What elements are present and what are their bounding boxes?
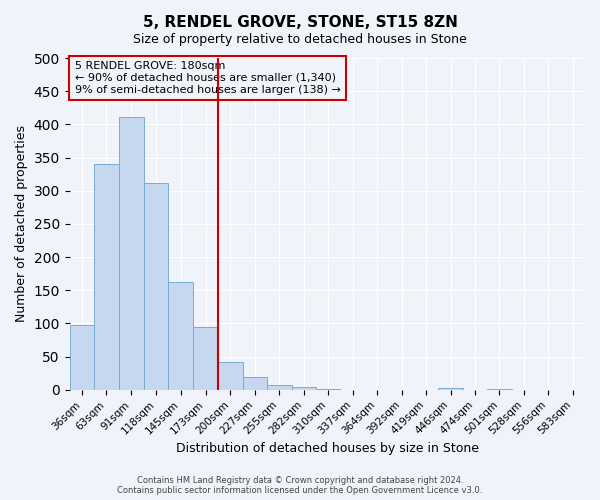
Text: 5, RENDEL GROVE, STONE, ST15 8ZN: 5, RENDEL GROVE, STONE, ST15 8ZN xyxy=(143,15,457,30)
X-axis label: Distribution of detached houses by size in Stone: Distribution of detached houses by size … xyxy=(176,442,479,455)
Bar xyxy=(193,327,218,390)
Bar xyxy=(119,117,144,390)
Bar xyxy=(267,384,292,390)
Bar xyxy=(487,388,512,390)
Bar xyxy=(316,389,340,390)
Bar xyxy=(70,326,94,390)
Bar xyxy=(169,282,193,390)
Bar xyxy=(218,362,242,390)
Text: 5 RENDEL GROVE: 180sqm
← 90% of detached houses are smaller (1,340)
9% of semi-d: 5 RENDEL GROVE: 180sqm ← 90% of detached… xyxy=(75,62,341,94)
Bar xyxy=(94,164,119,390)
Text: Size of property relative to detached houses in Stone: Size of property relative to detached ho… xyxy=(133,32,467,46)
Y-axis label: Number of detached properties: Number of detached properties xyxy=(15,126,28,322)
Bar xyxy=(242,378,267,390)
Bar xyxy=(144,184,169,390)
Text: Contains HM Land Registry data © Crown copyright and database right 2024.
Contai: Contains HM Land Registry data © Crown c… xyxy=(118,476,482,495)
Bar xyxy=(438,388,463,390)
Bar xyxy=(292,386,316,390)
